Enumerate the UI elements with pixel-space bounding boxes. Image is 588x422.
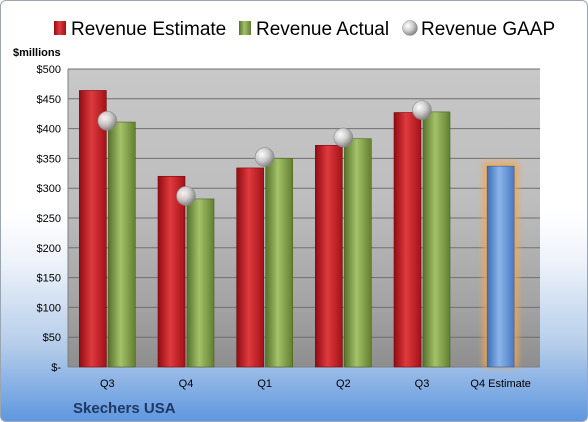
gaap-marker	[412, 100, 432, 120]
x-tick-label: Q2	[336, 378, 351, 390]
x-axis-ticks: Q3 Q4 Q1 Q2 Q3 Q4 Estimate	[100, 378, 531, 390]
y-axis-ticks: $- $50 $100 $150 $200 $250 $300 $350 $400 $450 $50…	[37, 64, 62, 374]
y-tick-label: $350	[37, 153, 61, 165]
bar-q4-estimate	[486, 165, 515, 368]
y-tick-label: $250	[37, 213, 61, 225]
legend-label: Revenue Estimate	[71, 19, 226, 40]
bar-revenue-actual	[422, 111, 451, 368]
bar-revenue-estimate	[157, 175, 186, 368]
bar-revenue-actual	[344, 138, 372, 368]
bar-revenue-estimate	[393, 112, 422, 368]
bar-revenue-actual	[265, 158, 293, 368]
y-tick-label: $-	[51, 362, 61, 374]
y-tick-label: $100	[37, 302, 61, 314]
bar-revenue-actual	[108, 121, 136, 368]
y-axis-unit-label: $millions	[13, 47, 61, 59]
x-tick-label: Q4	[179, 378, 194, 390]
x-tick-label: Q4 Estimate	[470, 378, 531, 390]
y-tick-label: $150	[37, 273, 61, 285]
legend-swatch	[402, 20, 418, 36]
legend-label: Revenue GAAP	[421, 19, 555, 40]
y-tick-label: $300	[37, 183, 61, 195]
gridlines	[67, 68, 540, 368]
gaap-marker	[97, 111, 118, 131]
gaap-marker	[176, 186, 196, 206]
legend-label: Revenue Actual	[256, 19, 389, 40]
x-tick-label: Q1	[257, 378, 272, 390]
bar-revenue-estimate	[236, 167, 264, 368]
bar-revenue-estimate	[79, 90, 107, 368]
gaap-markers	[97, 100, 432, 206]
bar-revenue-actual	[186, 198, 215, 368]
y-tick-label: $500	[37, 64, 61, 76]
legend-swatch	[54, 21, 66, 35]
gaap-marker	[254, 147, 275, 168]
y-tick-label: $200	[37, 243, 61, 255]
legend: Revenue Estimate Revenue Actual Revenue GA…	[54, 19, 555, 40]
y-tick-label: $50	[43, 332, 61, 344]
bars	[79, 90, 519, 368]
y-tick-label: $400	[37, 124, 61, 136]
y-tick-label: $450	[37, 94, 61, 106]
x-tick-label: Q3	[415, 378, 430, 390]
bar-revenue-estimate	[315, 144, 343, 368]
company-name: Skechers USA	[73, 400, 176, 417]
legend-swatch	[239, 21, 251, 35]
gaap-marker	[333, 127, 354, 148]
x-tick-label: Q3	[100, 378, 115, 390]
